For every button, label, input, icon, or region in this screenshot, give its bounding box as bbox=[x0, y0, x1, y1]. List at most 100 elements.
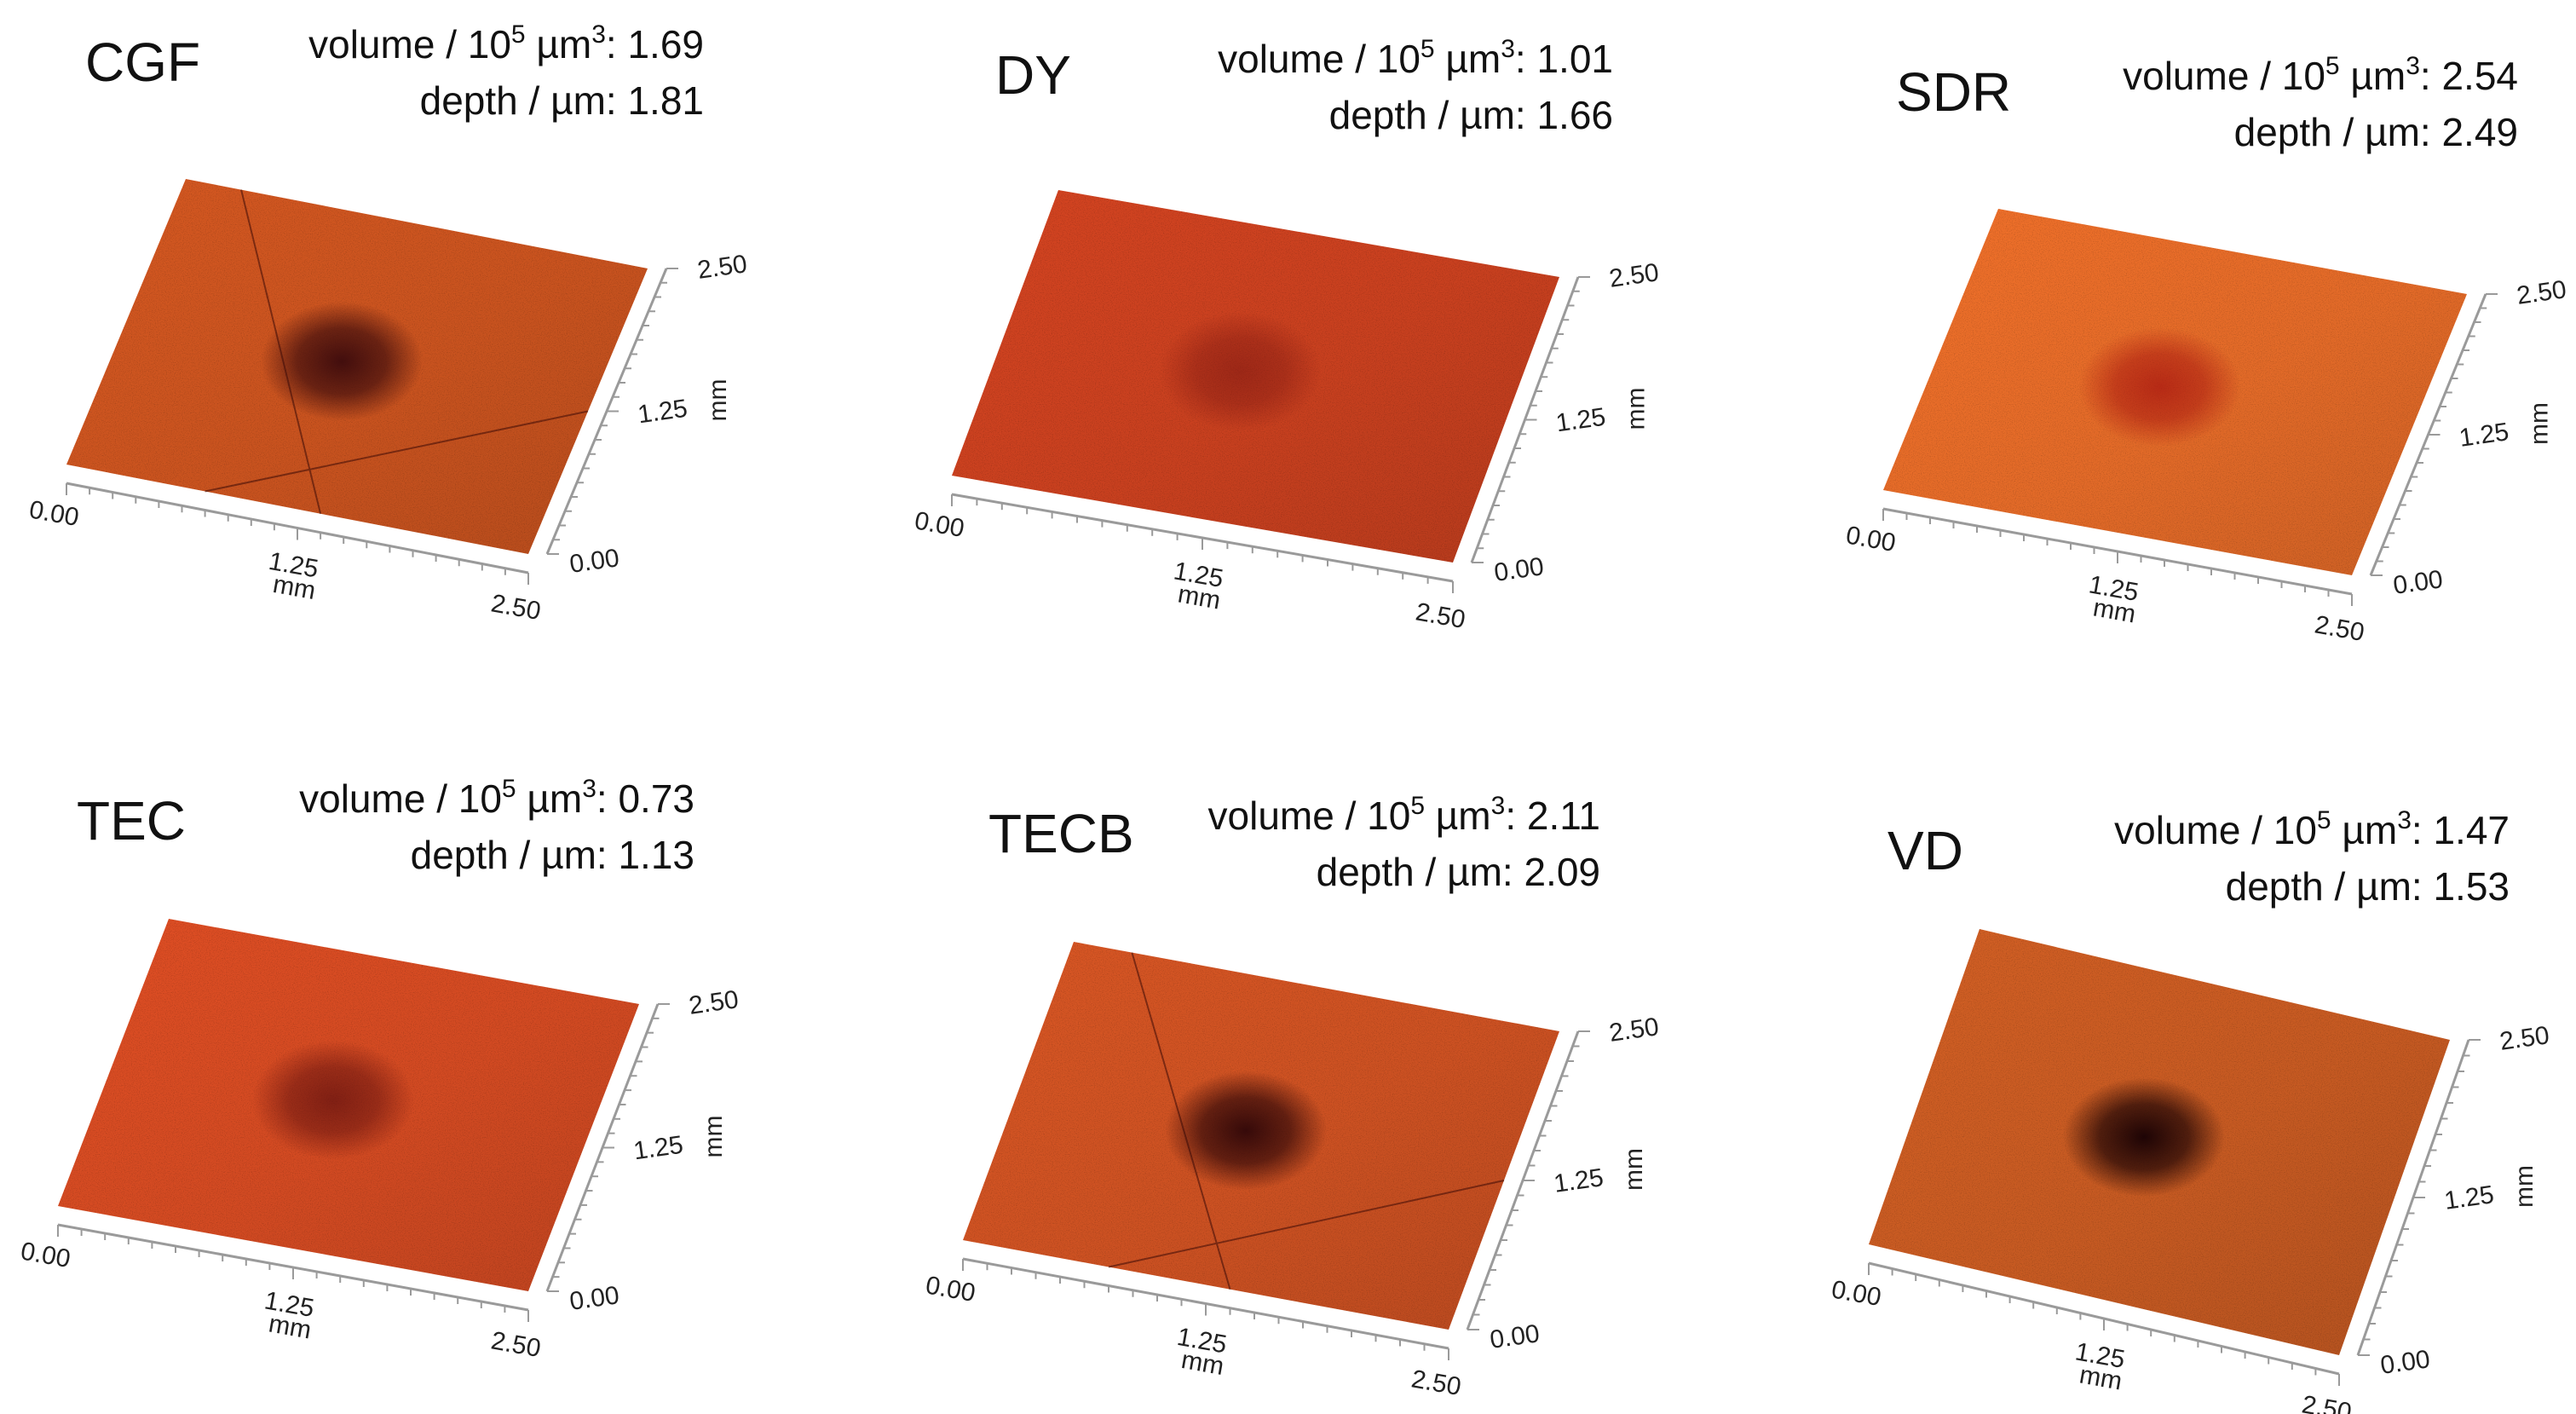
x-tick-label: 2.50 bbox=[489, 1326, 543, 1363]
depth-readout: depth / µm: 2.09 bbox=[1317, 850, 1600, 894]
sample-label: DY bbox=[995, 44, 1071, 106]
depth-readout: depth / µm: 1.13 bbox=[411, 833, 694, 877]
depth-value: 1.13 bbox=[618, 833, 694, 877]
volume-unit-exponent: 3 bbox=[1501, 35, 1515, 63]
y-tick-label: 1.25 bbox=[636, 395, 689, 430]
volume-unit: µm bbox=[2331, 808, 2398, 852]
depth-readout: depth / µm: 2.49 bbox=[2234, 110, 2518, 154]
y-tick-label: 2.50 bbox=[1607, 258, 1660, 293]
volume-unit: µm bbox=[526, 22, 592, 66]
y-tick-label: 2.50 bbox=[2498, 1021, 2550, 1056]
x-tick-label: 2.50 bbox=[1414, 597, 1467, 634]
y-tick-label: 0.00 bbox=[568, 1281, 620, 1316]
volume-value: 0.73 bbox=[618, 776, 694, 821]
y-tick-label: 1.25 bbox=[1554, 403, 1607, 438]
y-axis-unit: mm bbox=[1622, 388, 1651, 430]
volume-value: 1.69 bbox=[627, 22, 704, 66]
y-tick-label: 2.50 bbox=[1607, 1013, 1660, 1048]
depth-label: depth / µm: bbox=[2234, 110, 2442, 154]
panel-dy: DY volume / 105 µm3: 1.01 depth / µm: 1.66… bbox=[913, 35, 1661, 634]
volume-label: volume / 10 bbox=[1218, 37, 1421, 81]
y-axis-unit: mm bbox=[2510, 1165, 2539, 1208]
y-tick-label: 1.25 bbox=[2442, 1180, 2495, 1215]
volume-label: volume / 10 bbox=[308, 22, 511, 66]
panel-tec: TEC volume / 105 µm3: 0.73 depth / µm: 1.1… bbox=[19, 775, 741, 1363]
depth-label: depth / µm: bbox=[2226, 864, 2434, 909]
depth-readout: depth / µm: 1.81 bbox=[420, 78, 704, 123]
y-tick-label: 2.50 bbox=[687, 985, 740, 1020]
volume-value: 2.54 bbox=[2441, 54, 2518, 98]
y-axis-unit: mm bbox=[700, 1116, 728, 1158]
y-tick-label: 2.50 bbox=[695, 250, 748, 285]
y-tick-label: 1.25 bbox=[2458, 418, 2510, 453]
depth-readout: depth / µm: 1.53 bbox=[2226, 864, 2510, 909]
depth-value: 2.49 bbox=[2441, 110, 2518, 154]
volume-exponent: 5 bbox=[2325, 52, 2340, 80]
volume-exponent: 5 bbox=[1410, 792, 1425, 820]
depth-value: 2.09 bbox=[1524, 850, 1600, 894]
y-axis-unit: mm bbox=[704, 379, 732, 422]
y-axis-unit: mm bbox=[2526, 402, 2554, 445]
x-tick-label: 0.00 bbox=[19, 1237, 72, 1273]
volume-unit: µm bbox=[2340, 54, 2406, 98]
depth-value: 1.53 bbox=[2433, 864, 2510, 909]
volume-colon: : bbox=[606, 22, 628, 66]
x-tick-label: 2.50 bbox=[1409, 1365, 1463, 1401]
x-tick-label: 0.00 bbox=[913, 506, 966, 543]
volume-readout: volume / 105 µm3: 2.54 bbox=[2123, 52, 2518, 98]
sample-label: CGF bbox=[85, 32, 200, 93]
volume-value: 2.11 bbox=[1527, 794, 1600, 838]
volume-exponent: 5 bbox=[502, 775, 516, 803]
volume-unit: µm bbox=[1425, 794, 1491, 838]
volume-unit-exponent: 3 bbox=[1491, 792, 1506, 820]
sample-label: TECB bbox=[988, 803, 1134, 864]
volume-label: volume / 10 bbox=[299, 776, 502, 821]
panel-sdr: SDR volume / 105 µm3: 2.54 depth / µm: 2.4… bbox=[1844, 52, 2568, 647]
y-tick-label: 0.00 bbox=[1492, 552, 1545, 587]
volume-unit: µm bbox=[516, 776, 583, 821]
x-tick-label: 2.50 bbox=[489, 589, 543, 626]
volume-unit-exponent: 3 bbox=[2406, 52, 2420, 80]
y-tick-label: 0.00 bbox=[2378, 1345, 2431, 1380]
indentation-pit bbox=[261, 302, 423, 421]
y-tick-label: 0.00 bbox=[2391, 565, 2444, 600]
volume-colon: : bbox=[2412, 808, 2434, 852]
volume-colon: : bbox=[2420, 54, 2442, 98]
indentation-pit bbox=[2078, 327, 2241, 447]
x-tick-label: 0.00 bbox=[1830, 1275, 1883, 1312]
x-tick-label: 2.50 bbox=[2313, 610, 2366, 647]
volume-value: 1.01 bbox=[1536, 37, 1613, 81]
indentation-pit bbox=[2063, 1077, 2225, 1197]
volume-readout: volume / 105 µm3: 1.01 bbox=[1218, 35, 1613, 81]
x-tick-label: 0.00 bbox=[27, 495, 81, 532]
volume-readout: volume / 105 µm3: 1.69 bbox=[308, 20, 704, 66]
y-tick-label: 0.00 bbox=[1488, 1319, 1541, 1354]
volume-exponent: 5 bbox=[1421, 35, 1435, 63]
depth-label: depth / µm: bbox=[1317, 850, 1524, 894]
volume-unit-exponent: 3 bbox=[2397, 806, 2412, 834]
volume-readout: volume / 105 µm3: 0.73 bbox=[299, 775, 694, 821]
volume-value: 1.47 bbox=[2433, 808, 2510, 852]
indentation-pit bbox=[252, 1040, 414, 1160]
volume-exponent: 5 bbox=[511, 20, 526, 49]
x-tick-label: 0.00 bbox=[924, 1271, 977, 1307]
y-tick-label: 0.00 bbox=[568, 544, 620, 579]
volume-readout: volume / 105 µm3: 1.47 bbox=[2114, 806, 2510, 852]
volume-unit: µm bbox=[1435, 37, 1501, 81]
volume-colon: : bbox=[1515, 37, 1537, 81]
volume-label: volume / 10 bbox=[2114, 808, 2317, 852]
x-tick-label: 2.50 bbox=[2300, 1390, 2354, 1414]
x-tick-label: 0.00 bbox=[1844, 521, 1898, 557]
sample-label: TEC bbox=[77, 790, 186, 851]
depth-value: 1.81 bbox=[627, 78, 704, 123]
volume-label: volume / 10 bbox=[2123, 54, 2325, 98]
y-tick-label: 2.50 bbox=[2515, 275, 2567, 310]
volume-colon: : bbox=[1505, 794, 1527, 838]
volume-unit-exponent: 3 bbox=[582, 775, 596, 803]
volume-label: volume / 10 bbox=[1208, 794, 1411, 838]
y-axis-unit: mm bbox=[1620, 1148, 1648, 1191]
